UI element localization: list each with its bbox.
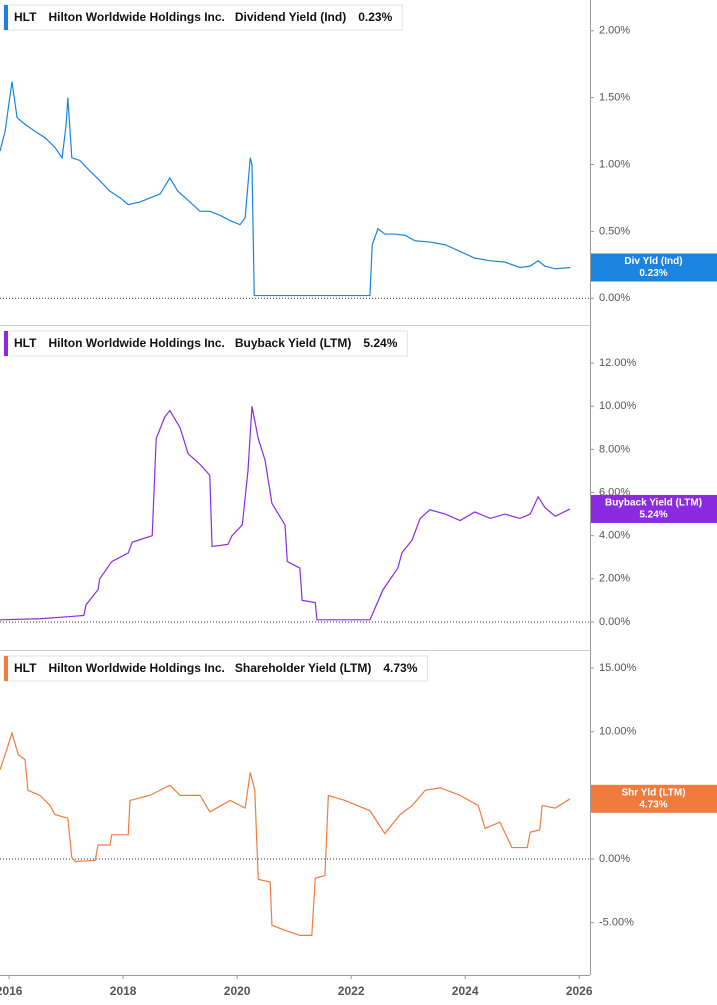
legend-ticker: HLT <box>14 10 37 24</box>
last-value-flag <box>591 494 717 523</box>
legend-company: Hilton Worldwide Holdings Inc. <box>48 336 224 350</box>
y-tick-label: -5.00% <box>599 917 634 929</box>
x-tick-label: 2022 <box>338 984 365 998</box>
y-tick-label: 1.50% <box>599 92 630 104</box>
x-tick-label: 2016 <box>0 984 23 998</box>
y-tick-label: 2.00% <box>599 573 630 585</box>
y-tick-label: 10.00% <box>599 726 637 738</box>
y-tick-label: 10.00% <box>599 400 637 412</box>
legend-series-name: Shareholder Yield (LTM) <box>235 661 371 675</box>
legend-ticker: HLT <box>14 336 37 350</box>
flag-name: Div Yld (Ind) <box>624 256 682 267</box>
flag-name: Buyback Yield (LTM) <box>605 498 702 509</box>
legend-value: 4.73% <box>383 661 417 675</box>
legend: HLT Hilton Worldwide Holdings Inc. Buyback… <box>3 330 408 357</box>
x-tick-label: 2018 <box>110 984 137 998</box>
last-value-flag <box>591 253 717 282</box>
x-tick-label: 2020 <box>224 984 251 998</box>
legend-ticker: HLT <box>14 661 37 675</box>
flag-name: Shr Yld (LTM) <box>621 787 685 798</box>
legend-company: Hilton Worldwide Holdings Inc. <box>48 10 224 24</box>
y-tick-label: 0.00% <box>599 292 630 304</box>
y-tick-label: 1.00% <box>599 158 630 170</box>
legend-box <box>3 655 428 682</box>
y-tick-label: 0.00% <box>599 853 630 865</box>
flag-value: 5.24% <box>639 510 667 521</box>
y-tick-label: 0.50% <box>599 225 630 237</box>
legend-value: 5.24% <box>363 336 397 350</box>
last-value-flag <box>591 784 717 813</box>
series-line <box>0 730 571 937</box>
legend-company: Hilton Worldwide Holdings Inc. <box>48 661 224 675</box>
legend: HLT Hilton Worldwide Holdings Inc. Shareho… <box>3 655 428 682</box>
legend-series-name: Dividend Yield (Ind) <box>235 10 346 24</box>
y-tick-label: 15.00% <box>599 662 637 674</box>
legend-swatch <box>4 331 8 356</box>
flag-value: 0.23% <box>639 268 667 279</box>
series-line <box>0 406 571 621</box>
y-tick-label: 0.00% <box>599 616 630 628</box>
legend-box <box>3 330 408 357</box>
flag-value: 4.73% <box>639 799 667 810</box>
legend: HLT Hilton Worldwide Holdings Inc. Dividen… <box>3 4 403 31</box>
y-tick-label: 2.00% <box>599 25 630 37</box>
legend-series-name: Buyback Yield (LTM) <box>235 336 351 350</box>
y-tick-label: 12.00% <box>599 357 637 369</box>
x-tick-label: 2026 <box>566 984 593 998</box>
legend-value: 0.23% <box>358 10 392 24</box>
legend-swatch <box>4 656 8 681</box>
y-tick-label: 8.00% <box>599 443 630 455</box>
legend-swatch <box>4 5 8 30</box>
series-line <box>0 81 571 297</box>
y-tick-label: 4.00% <box>599 530 630 542</box>
x-tick-label: 2024 <box>452 984 479 998</box>
